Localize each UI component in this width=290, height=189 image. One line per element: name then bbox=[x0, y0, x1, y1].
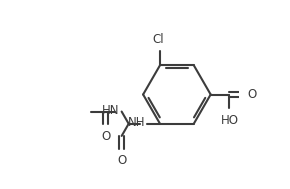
Text: O: O bbox=[117, 154, 126, 167]
Text: O: O bbox=[248, 88, 257, 101]
Text: Cl: Cl bbox=[152, 33, 164, 46]
Text: O: O bbox=[101, 130, 110, 143]
Text: HO: HO bbox=[220, 114, 238, 127]
Text: NH: NH bbox=[128, 116, 145, 129]
Text: HN: HN bbox=[102, 104, 120, 117]
